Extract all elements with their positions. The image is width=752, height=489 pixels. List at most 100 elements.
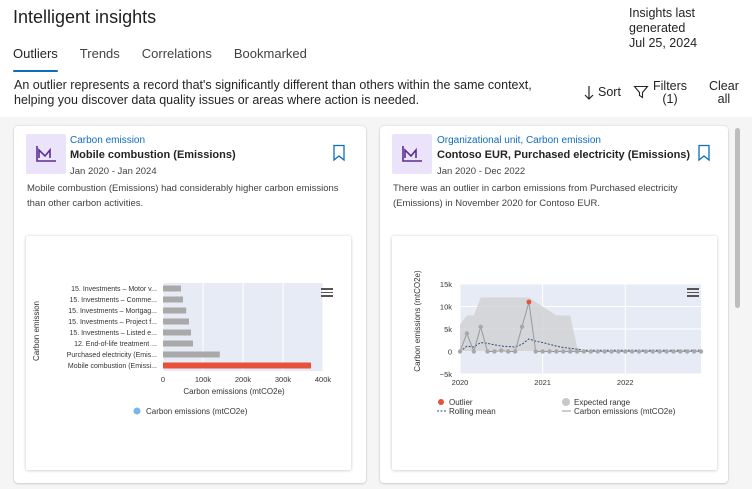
bar (163, 329, 191, 336)
last-generated-date: Jul 25, 2024 (629, 36, 698, 50)
data-point (519, 324, 525, 329)
data-point (512, 349, 518, 354)
data-point (457, 349, 463, 354)
card-title: Mobile combustion (Emissions) (70, 149, 236, 161)
data-point (554, 349, 559, 354)
bar-chart: Carbon emission 0 100k 200k 300k 400k 15. Inv… (32, 283, 332, 416)
x-tick-label: 0 (161, 375, 165, 384)
data-point (581, 349, 587, 354)
y-axis-label: Carbon emission (32, 301, 41, 361)
x-tick-label: 200k (235, 375, 252, 384)
data-point (540, 349, 545, 354)
data-point (547, 349, 552, 354)
data-point (602, 349, 607, 354)
data-point (671, 349, 676, 354)
last-generated-info: Insights last generated Jul 25, 2024 (629, 6, 752, 51)
x-tick-label: 300k (275, 375, 292, 384)
bar (163, 296, 183, 303)
card-description: There was an outlier in carbon emissions… (393, 183, 678, 209)
bar (163, 285, 181, 292)
filters-count: (1) (662, 92, 678, 106)
bar (163, 362, 311, 369)
data-point (533, 349, 538, 354)
chart-icon (392, 134, 432, 174)
tab-correlations[interactable]: Correlations (141, 46, 212, 61)
sort-button[interactable]: Sort (584, 85, 621, 101)
data-point (492, 349, 497, 354)
data-point (664, 349, 669, 354)
x-tick-label: 400k (315, 375, 332, 384)
data-point (499, 348, 504, 353)
insight-card[interactable]: Organizational unit, Carbon emission Con… (380, 126, 728, 483)
tab-bookmarked[interactable]: Bookmarked (233, 46, 307, 61)
data-point (568, 349, 573, 354)
data-point (595, 349, 600, 354)
chart-menu-icon[interactable] (687, 288, 699, 298)
y-tick-label: 15. Investments – Comme... (69, 297, 157, 304)
card-date-range: Jan 2020 - Dec 2022 (437, 166, 526, 177)
filter-icon (633, 85, 649, 99)
card-date-range: Jan 2020 - Jan 2024 (70, 166, 157, 177)
y-tick-label: 5k (444, 325, 452, 334)
arrow-down-icon (584, 86, 594, 100)
data-point (698, 349, 704, 354)
y-tick-label: −5k (440, 370, 453, 379)
clear-label-all: all (717, 92, 731, 106)
data-point (506, 349, 511, 354)
data-point (616, 349, 621, 354)
legend-expected-range-label[interactable]: Expected range (574, 398, 631, 407)
legend-expected-range-marker (562, 398, 570, 406)
data-point (561, 349, 566, 354)
insight-card[interactable]: Carbon emission Mobile combustion (Emiss… (14, 126, 366, 483)
card-description: Mobile combustion (Emissions) had consid… (27, 183, 339, 209)
y-tick-label: 15. Investments – Project f... (68, 319, 157, 326)
y-tick-label: 15. Investments – Mortgag... (68, 308, 157, 315)
legend-series-label[interactable]: Carbon emissions (mtCO2e) (574, 407, 676, 416)
x-tick-label: 2021 (534, 378, 551, 387)
x-tick-label: 2020 (452, 378, 469, 387)
last-generated-label: Insights last generated (629, 6, 696, 35)
card-category[interactable]: Carbon emission (70, 135, 146, 146)
data-point (478, 324, 483, 329)
legend-outlier-marker (438, 399, 444, 405)
x-tick-label: 100k (195, 375, 212, 384)
data-point (657, 349, 662, 354)
chart-menu-icon[interactable] (321, 288, 333, 298)
card-category[interactable]: Organizational unit, Carbon emission (437, 135, 601, 146)
legend-label[interactable]: Carbon emissions (mtCO2e) (146, 407, 248, 416)
data-point (691, 349, 697, 354)
y-tick-label: Purchased electricity (Emis... (67, 352, 157, 359)
outlier-point (526, 299, 532, 305)
bookmark-icon[interactable] (331, 144, 347, 162)
outliers-description: An outlier represents a record that's si… (14, 78, 532, 107)
data-point (574, 349, 580, 354)
data-point (678, 349, 683, 354)
tab-outliers[interactable]: Outliers (13, 46, 58, 72)
data-point (464, 331, 470, 336)
legend-rolling-mean-label[interactable]: Rolling mean (449, 407, 496, 416)
clear-all-button[interactable]: Clear all (709, 80, 743, 106)
card-title: Contoso EUR, Purchased electricity (Emis… (437, 149, 691, 161)
filters-button[interactable]: Filters (1) (633, 80, 687, 106)
y-tick-label: 15k (440, 280, 452, 289)
data-point (471, 349, 476, 354)
data-point (629, 349, 635, 354)
chart-container: Carbon emissions (mtCO2e) 15k 10k 5k 0 −5k 20… (392, 236, 717, 470)
x-axis-label: Carbon emissions (mtCO2e) (183, 387, 285, 396)
data-point (485, 349, 490, 354)
page-title: Intelligent insights (13, 7, 157, 27)
data-point (588, 349, 593, 354)
data-point (636, 349, 642, 354)
line-chart: Carbon emissions (mtCO2e) 15k10k5k0−5k20… (413, 270, 704, 416)
bookmark-icon[interactable] (696, 144, 712, 162)
chart-icon (26, 134, 66, 174)
legend-outlier-label[interactable]: Outlier (449, 398, 473, 407)
legend-dot (133, 407, 141, 415)
tab-trends[interactable]: Trends (79, 46, 120, 61)
data-point (650, 349, 655, 354)
data-point (609, 349, 614, 354)
data-point (643, 349, 649, 354)
y-tick-label: Mobile combustion (Emissi... (68, 363, 157, 370)
y-tick-label: 10k (440, 303, 452, 312)
scrollbar[interactable] (735, 128, 740, 308)
